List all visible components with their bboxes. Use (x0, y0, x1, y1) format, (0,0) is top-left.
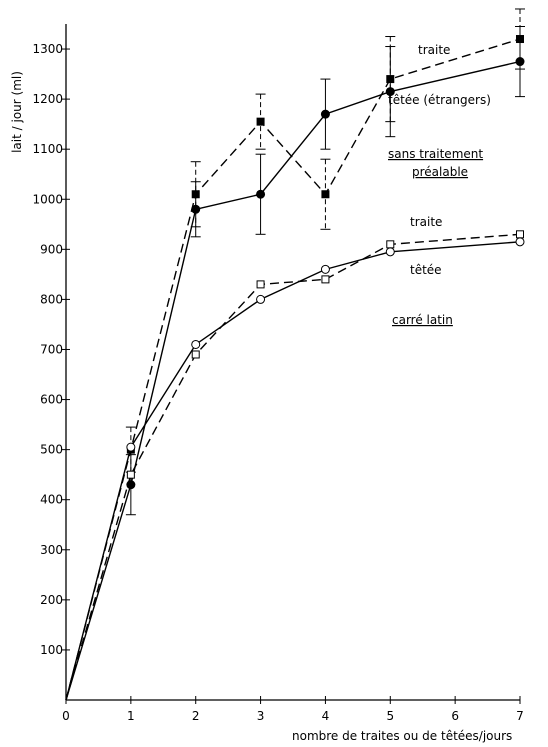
series-2-point-2 (191, 204, 201, 214)
series-1 (65, 8, 525, 701)
series-2 (65, 26, 525, 701)
series-3-point-6 (516, 230, 524, 239)
series-3-point-5 (386, 240, 395, 249)
y-axis-label: lait / jour (ml) (10, 71, 24, 153)
annotation-tetee-top: têtée (étrangers) (388, 93, 491, 107)
x-tick-label-0: 0 (62, 709, 70, 723)
annotation-traite-top: traite (418, 43, 450, 57)
series-4-point-4 (320, 264, 330, 274)
series-1-point-3 (256, 117, 265, 126)
y-tick-label-600: 600 (40, 393, 63, 407)
series-4 (65, 237, 525, 701)
annotation-group-top-line2: préalable (412, 165, 468, 179)
series-4-point-5 (385, 247, 395, 257)
y-tick-label-400: 400 (40, 493, 63, 507)
y-tick-label-500: 500 (40, 443, 63, 457)
series-2-point-6 (515, 57, 525, 67)
y-tick-label-300: 300 (40, 543, 63, 557)
series-layer (65, 8, 525, 701)
series-2-point-4 (320, 109, 330, 119)
series-4-point-3 (256, 294, 266, 304)
x-tick-label-3: 3 (257, 709, 265, 723)
annotation-group-top-line1: sans traitement (388, 147, 483, 161)
series-3 (65, 230, 524, 701)
series-3-line (65, 233, 521, 701)
y-tick-label-1100: 1100 (32, 142, 63, 156)
x-tick-label-5: 5 (386, 709, 394, 723)
annotation-traite-bottom: traite (410, 215, 442, 229)
y-tick-label-1000: 1000 (32, 192, 63, 206)
series-4-point-6 (515, 237, 525, 247)
y-tick-label-100: 100 (40, 643, 63, 657)
x-tick-label-1: 1 (127, 709, 135, 723)
axes: 100 200 300 400 500 600 700 800 900 1000 1100 1200 1… (32, 24, 524, 723)
series-3-point-1 (126, 470, 135, 479)
x-tick-label-4: 4 (322, 709, 330, 723)
series-1-line (65, 38, 521, 701)
series-3-point-2 (191, 350, 200, 359)
series-2-point-3 (256, 189, 266, 199)
x-tick-label-2: 2 (192, 709, 200, 723)
x-tick-label-7: 7 (516, 709, 524, 723)
y-tick-label-900: 900 (40, 242, 63, 256)
y-tick-label-1300: 1300 (32, 42, 63, 56)
x-tick-label-6: 6 (451, 709, 459, 723)
series-3-point-3 (256, 280, 265, 289)
annotation-group-bottom: carré latin (392, 313, 453, 327)
y-tick-label-700: 700 (40, 342, 63, 356)
x-axis-label: nombre de traites ou de têtées/jours (292, 729, 512, 743)
series-1-point-4 (321, 190, 330, 199)
series-4-point-2 (191, 339, 201, 349)
y-tick-label-1200: 1200 (32, 92, 63, 106)
series-4-point-1 (126, 442, 136, 452)
annotation-tetee-bottom: têtée (410, 263, 442, 277)
y-tick-label-200: 200 (40, 593, 63, 607)
series-2-point-1 (126, 480, 136, 490)
series-2-point-5 (385, 87, 395, 97)
series-3-point-4 (321, 275, 330, 284)
y-tick-label-800: 800 (40, 292, 63, 306)
